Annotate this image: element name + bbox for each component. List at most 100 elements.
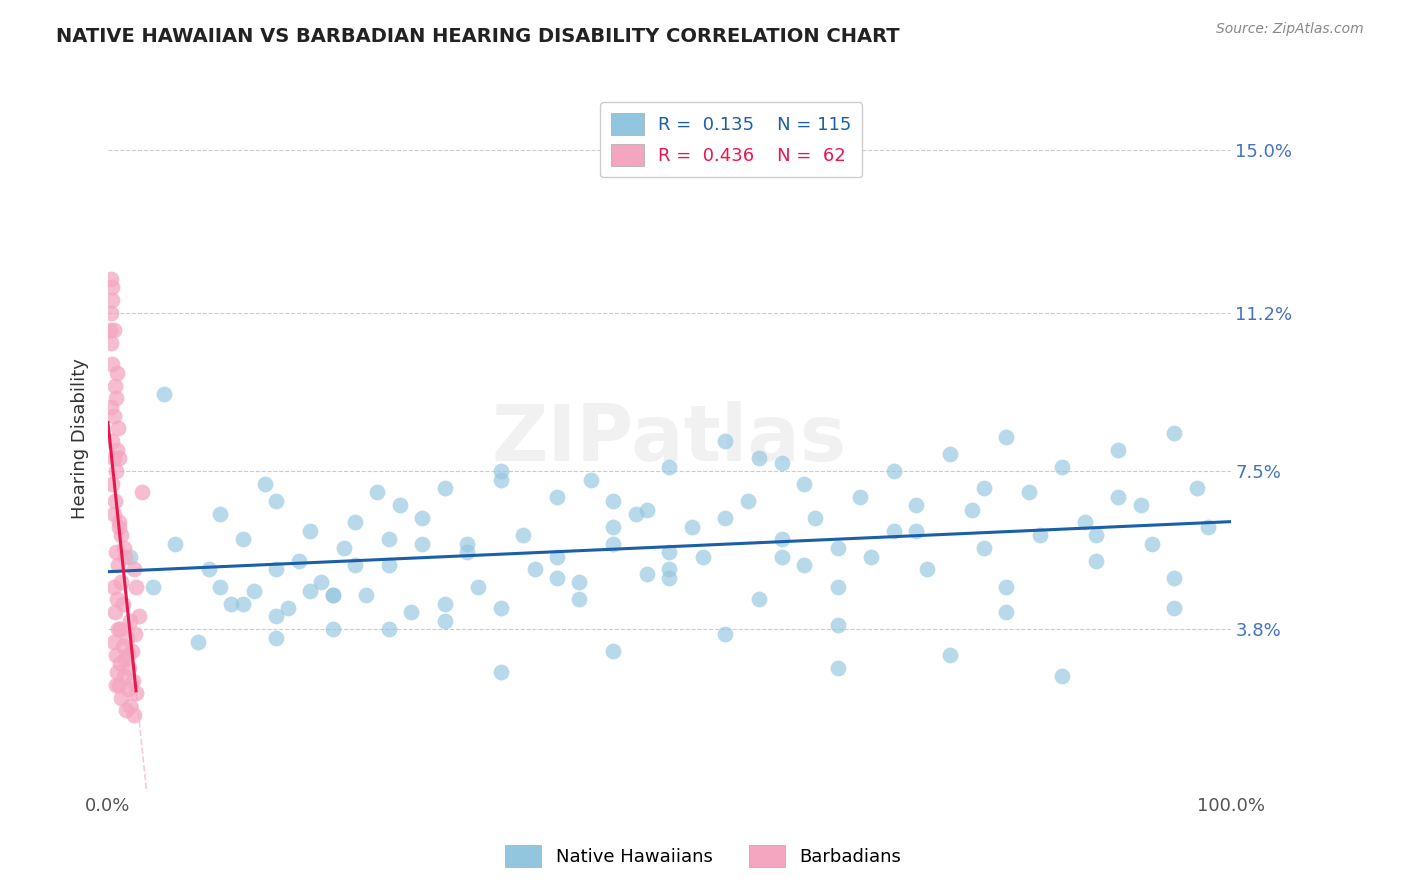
- Point: [266, 494, 288, 508]
- Point: [1029, 528, 1052, 542]
- Point: [1163, 425, 1185, 440]
- Point: [377, 558, 399, 573]
- Point: [277, 600, 299, 615]
- Point: [232, 533, 254, 547]
- Point: [142, 580, 165, 594]
- Point: [354, 588, 377, 602]
- Point: [411, 537, 433, 551]
- Point: [111, 640, 134, 654]
- Point: [209, 580, 232, 594]
- Point: [804, 511, 827, 525]
- Point: [1129, 498, 1152, 512]
- Point: [467, 580, 489, 594]
- Point: [658, 571, 681, 585]
- Point: [110, 622, 132, 636]
- Point: [860, 549, 883, 564]
- Point: [489, 464, 512, 478]
- Point: [104, 378, 127, 392]
- Point: [131, 485, 153, 500]
- Point: [770, 456, 793, 470]
- Point: [321, 622, 343, 636]
- Point: [546, 490, 568, 504]
- Point: [104, 464, 127, 478]
- Point: [1107, 490, 1129, 504]
- Point: [266, 562, 288, 576]
- Point: [266, 609, 288, 624]
- Point: [377, 622, 399, 636]
- Point: [98, 323, 121, 337]
- Point: [321, 588, 343, 602]
- Point: [104, 494, 127, 508]
- Point: [118, 661, 141, 675]
- Point: [108, 678, 131, 692]
- Point: [105, 665, 128, 679]
- Point: [104, 392, 127, 406]
- Point: [692, 549, 714, 564]
- Point: [827, 661, 849, 675]
- Point: [602, 494, 624, 508]
- Point: [115, 704, 138, 718]
- Point: [103, 409, 125, 423]
- Point: [243, 583, 266, 598]
- Point: [121, 643, 143, 657]
- Point: [973, 481, 995, 495]
- Point: [112, 541, 135, 555]
- Point: [793, 477, 815, 491]
- Point: [523, 562, 546, 576]
- Point: [100, 335, 122, 350]
- Point: [939, 648, 962, 662]
- Point: [101, 357, 124, 371]
- Point: [299, 524, 322, 538]
- Point: [737, 494, 759, 508]
- Point: [288, 554, 311, 568]
- Point: [1197, 519, 1219, 533]
- Point: [1107, 442, 1129, 457]
- Point: [120, 699, 142, 714]
- Point: [602, 519, 624, 533]
- Point: [110, 528, 132, 542]
- Point: [117, 682, 139, 697]
- Point: [266, 631, 288, 645]
- Point: [107, 558, 129, 573]
- Point: [489, 600, 512, 615]
- Point: [1084, 528, 1107, 542]
- Point: [433, 614, 456, 628]
- Point: [1163, 571, 1185, 585]
- Point: [104, 678, 127, 692]
- Point: [110, 575, 132, 590]
- Point: [114, 652, 136, 666]
- Point: [770, 533, 793, 547]
- Point: [101, 293, 124, 307]
- Point: [125, 580, 148, 594]
- Point: [122, 707, 145, 722]
- Point: [108, 519, 131, 533]
- Point: [568, 592, 591, 607]
- Point: [602, 643, 624, 657]
- Point: [108, 516, 131, 530]
- Point: [1163, 600, 1185, 615]
- Point: [995, 605, 1018, 619]
- Point: [100, 400, 122, 414]
- Point: [602, 537, 624, 551]
- Point: [748, 592, 770, 607]
- Point: [110, 690, 132, 705]
- Point: [114, 549, 136, 564]
- Point: [105, 442, 128, 457]
- Point: [411, 511, 433, 525]
- Point: [568, 575, 591, 590]
- Point: [636, 566, 658, 581]
- Point: [108, 451, 131, 466]
- Point: [121, 673, 143, 688]
- Point: [827, 618, 849, 632]
- Point: [1140, 537, 1163, 551]
- Point: [827, 541, 849, 555]
- Point: [512, 528, 534, 542]
- Point: [198, 562, 221, 576]
- Point: [103, 507, 125, 521]
- Point: [770, 549, 793, 564]
- Point: [103, 580, 125, 594]
- Point: [546, 571, 568, 585]
- Point: [100, 271, 122, 285]
- Point: [104, 648, 127, 662]
- Point: [107, 421, 129, 435]
